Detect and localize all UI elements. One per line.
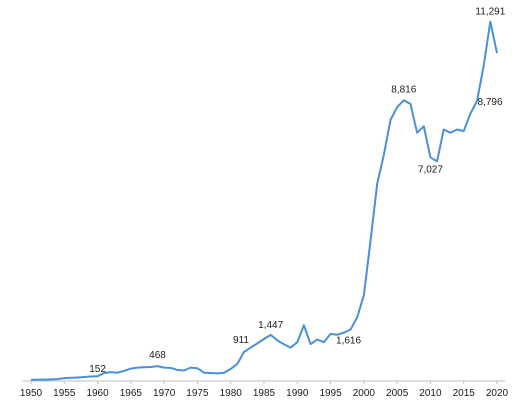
data-label: 911: [233, 335, 249, 346]
x-tick-label: 1955: [53, 388, 76, 399]
x-tick-label: 1985: [253, 388, 276, 399]
x-tick-label: 1980: [220, 388, 243, 399]
x-tick-label: 1950: [20, 388, 43, 399]
x-tick-label: 2015: [453, 388, 476, 399]
data-label: 8,796: [478, 97, 503, 108]
x-tick-label: 1970: [153, 388, 176, 399]
data-label: 11,291: [475, 7, 505, 18]
data-label: 8,816: [391, 84, 416, 95]
x-tick-label: 1965: [120, 388, 143, 399]
x-tick-label: 2020: [486, 388, 509, 399]
data-label: 1,616: [336, 336, 361, 347]
data-label: 7,027: [418, 164, 443, 175]
x-tick-label: 1975: [186, 388, 209, 399]
x-tick-label: 2010: [419, 388, 442, 399]
data-labels: 152 468 911 1,447 1,616 8,816 7,027 8,796 11,291: [89, 7, 505, 376]
x-tick-label: 1990: [286, 388, 309, 399]
x-tick-label: 1995: [319, 388, 342, 399]
data-label: 152: [89, 364, 106, 375]
series-line: [30, 20, 498, 381]
data-label: 468: [149, 350, 166, 361]
x-tick-label: 1960: [86, 388, 109, 399]
x-tick-label: 2000: [353, 388, 376, 399]
x-tick-labels: 1950 1955 1960 1965 1970 1975 1980 1985 1990 1995…: [20, 381, 509, 399]
x-tick-label: 2005: [386, 388, 409, 399]
data-label: 1,447: [258, 320, 283, 331]
